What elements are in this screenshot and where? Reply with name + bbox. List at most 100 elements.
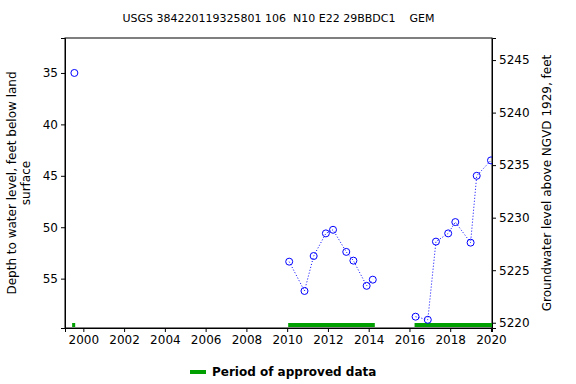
tick-label: 2012 bbox=[313, 333, 344, 347]
axis-line bbox=[61, 39, 66, 329]
axis: 35 40 45 50 55 bbox=[43, 39, 66, 329]
tick-label: 2016 bbox=[395, 333, 426, 347]
data-point bbox=[369, 276, 376, 283]
tick-mark bbox=[246, 328, 247, 332]
data-point bbox=[350, 257, 357, 264]
tick-label: 2020 bbox=[476, 333, 507, 347]
tick-mark bbox=[492, 60, 496, 61]
tick: 2016 bbox=[395, 328, 426, 347]
tick-label: 5240 bbox=[499, 106, 530, 120]
approved-period bbox=[72, 323, 75, 327]
legend-label: Period of approved data bbox=[212, 365, 376, 379]
axis-line bbox=[66, 329, 493, 333]
plot-area bbox=[71, 69, 492, 327]
data-point bbox=[310, 253, 317, 260]
tick-mark bbox=[61, 176, 65, 177]
data-point bbox=[412, 313, 419, 320]
tick-label: 35 bbox=[43, 66, 58, 80]
data-point bbox=[363, 282, 370, 289]
tick-label: 2002 bbox=[109, 333, 140, 347]
tick: 2010 bbox=[272, 328, 303, 347]
tick-label: 2006 bbox=[191, 333, 222, 347]
tick-label: 2000 bbox=[69, 333, 100, 347]
tick: 2002 bbox=[109, 328, 140, 347]
tick: 2012 bbox=[313, 328, 344, 347]
tick-mark bbox=[83, 328, 84, 332]
tick: 5225 bbox=[492, 264, 530, 278]
tick: 45 bbox=[43, 169, 65, 183]
tick-label: 45 bbox=[43, 169, 58, 183]
tick-mark bbox=[491, 328, 492, 332]
tick-mark bbox=[492, 113, 496, 114]
tick-label: 5235 bbox=[499, 158, 530, 172]
data-point bbox=[301, 287, 308, 294]
tick-mark bbox=[409, 328, 410, 332]
data-point bbox=[467, 239, 474, 246]
data-point bbox=[432, 238, 439, 245]
tick-label: 2004 bbox=[150, 333, 181, 347]
tick-mark bbox=[492, 165, 496, 166]
tick-mark bbox=[61, 73, 65, 74]
tick: 2008 bbox=[232, 328, 263, 347]
data-point bbox=[343, 248, 350, 255]
tick: 50 bbox=[43, 221, 65, 235]
tick-mark bbox=[165, 328, 166, 332]
tick: 5245 bbox=[492, 53, 530, 67]
data-point bbox=[473, 172, 480, 179]
tick: 5230 bbox=[492, 211, 530, 225]
tick: 2004 bbox=[150, 328, 181, 347]
tick-mark bbox=[492, 270, 496, 271]
tick-label: 2018 bbox=[435, 333, 466, 347]
tick-mark bbox=[492, 323, 496, 324]
tick-mark bbox=[61, 279, 65, 280]
tick-label: 2008 bbox=[232, 333, 263, 347]
tick: 2018 bbox=[435, 328, 466, 347]
tick-label: 2010 bbox=[272, 333, 303, 347]
series-line bbox=[74, 73, 491, 320]
plot-frame bbox=[65, 38, 492, 328]
approved-period bbox=[288, 323, 375, 327]
axis-line bbox=[493, 39, 497, 329]
chart: 2000 2002 2004 2006 2008 2010 2012 2014 2016 2018… bbox=[0, 0, 576, 384]
tick: 2006 bbox=[191, 328, 222, 347]
tick: 40 bbox=[43, 118, 65, 132]
tick-mark bbox=[61, 124, 65, 125]
tick-mark bbox=[287, 328, 288, 332]
tick: 5235 bbox=[492, 158, 530, 172]
tick-label: 50 bbox=[43, 221, 58, 235]
tick-mark bbox=[369, 328, 370, 332]
axis: 5220 5225 5230 5235 5240 5245 bbox=[492, 39, 530, 331]
tick-mark bbox=[328, 328, 329, 332]
data-point bbox=[445, 230, 452, 237]
data-point bbox=[330, 226, 337, 233]
tick-label: 5230 bbox=[499, 211, 530, 225]
approved-period bbox=[415, 323, 492, 327]
tick-label: 55 bbox=[43, 272, 58, 286]
tick: 5220 bbox=[492, 316, 530, 330]
axis: 2000 2002 2004 2006 2008 2010 2012 2014 2016 2018… bbox=[66, 328, 507, 347]
tick-mark bbox=[450, 328, 451, 332]
data-point bbox=[71, 69, 78, 76]
tick-mark bbox=[206, 328, 207, 332]
tick-label: 5225 bbox=[499, 264, 530, 278]
tick: 2020 bbox=[476, 328, 507, 347]
title: USGS 384220119325801 106 N10 E22 29BBDC1… bbox=[123, 12, 435, 25]
tick-mark bbox=[61, 227, 65, 228]
y-axis-label: Depth to water level, feet below landsur… bbox=[5, 71, 33, 294]
tick-label: 5245 bbox=[499, 53, 530, 67]
data-point bbox=[286, 258, 293, 265]
data-point bbox=[487, 157, 492, 164]
data-point bbox=[452, 219, 459, 226]
tick: 2000 bbox=[69, 328, 100, 347]
legend-swatch bbox=[190, 370, 206, 374]
tick: 2014 bbox=[354, 328, 385, 347]
tick: 55 bbox=[43, 272, 65, 286]
tick-label: 5220 bbox=[499, 316, 530, 330]
tick-label: 2014 bbox=[354, 333, 385, 347]
data-point bbox=[424, 316, 431, 323]
tick: 35 bbox=[43, 66, 65, 80]
y2-axis-label: Groundwater level above NGVD 1929, feet bbox=[540, 54, 554, 311]
tick: 5240 bbox=[492, 106, 530, 120]
tick-label: 40 bbox=[43, 118, 58, 132]
tick-mark bbox=[492, 218, 496, 219]
